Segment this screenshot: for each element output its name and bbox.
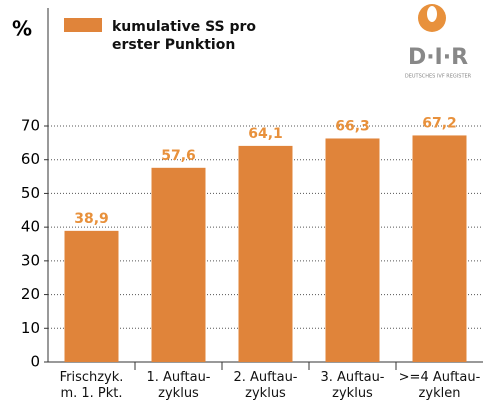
y-tick-label: 30 bbox=[21, 251, 40, 269]
y-tick-label: 50 bbox=[21, 184, 40, 202]
x-tick-label: >=4 Auftau- zyklen bbox=[398, 370, 481, 401]
bar bbox=[151, 167, 206, 362]
logo-text: D·I·R bbox=[408, 45, 468, 70]
y-tick-label: 40 bbox=[21, 218, 40, 236]
bar bbox=[238, 145, 293, 362]
y-axis-label: % bbox=[12, 17, 32, 41]
y-tick-label: 10 bbox=[21, 319, 40, 337]
x-tick-label: 2. Auftau- zyklus bbox=[233, 370, 298, 401]
y-tick-label: 20 bbox=[21, 285, 40, 303]
bar bbox=[325, 138, 380, 362]
y-tick-label: 70 bbox=[21, 117, 40, 135]
legend-swatch bbox=[64, 18, 102, 32]
logo-subtitle: DEUTSCHES IVF REGISTER bbox=[405, 74, 472, 80]
logo-icon bbox=[427, 6, 437, 22]
x-tick-label: 3. Auftau- zyklus bbox=[320, 370, 385, 401]
legend-label: kumulative SS pro erster Punktion bbox=[112, 19, 257, 53]
bar bbox=[64, 230, 119, 362]
data-label: 66,3 bbox=[335, 118, 370, 134]
y-tick-label: 60 bbox=[21, 150, 40, 168]
data-label: 57,6 bbox=[161, 148, 196, 164]
bar bbox=[412, 135, 467, 362]
x-tick-label: 1. Auftau- zyklus bbox=[146, 370, 211, 401]
data-label: 64,1 bbox=[248, 126, 283, 142]
x-tick-label: Frischzyk. m. 1. Pkt. bbox=[59, 370, 124, 401]
y-tick-label: 0 bbox=[30, 353, 40, 371]
data-label: 38,9 bbox=[74, 211, 109, 227]
data-label: 67,2 bbox=[422, 115, 457, 131]
